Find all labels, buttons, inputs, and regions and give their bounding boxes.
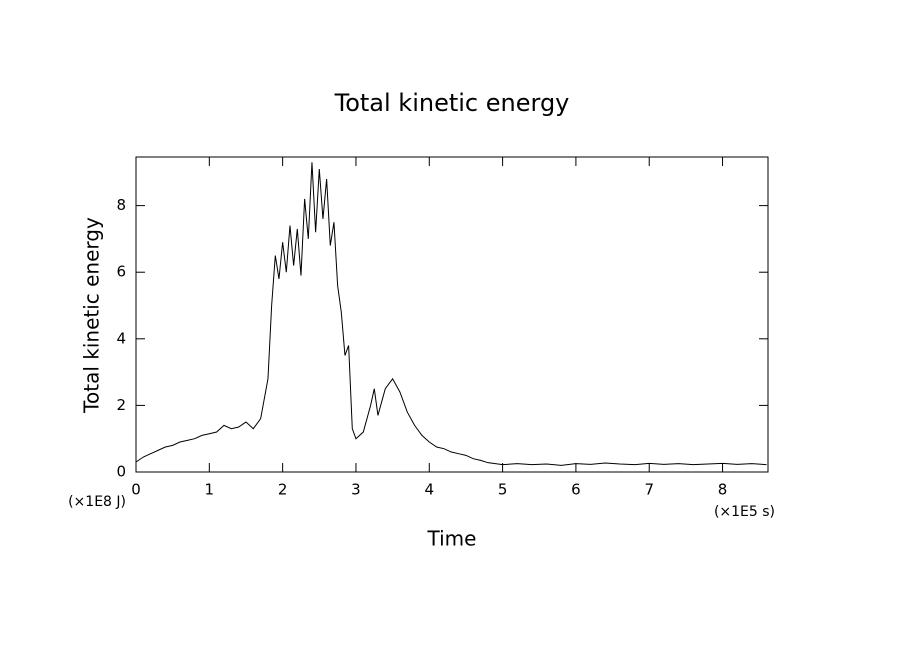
x-tick-label: 1	[205, 481, 215, 499]
x-tick-label: 5	[498, 481, 508, 499]
y-tick-label: 8	[116, 196, 126, 214]
plot-frame	[135, 156, 769, 473]
y-tick-label: 0	[116, 463, 126, 481]
x-tick-label: 0	[131, 481, 141, 499]
x-tick-label: 4	[424, 481, 434, 499]
x-tick-label: 8	[718, 481, 728, 499]
x-unit-label: (×1E5 s)	[714, 504, 775, 520]
y-axis-label: Total kinetic energy	[80, 217, 104, 414]
x-axis-label: Time	[427, 527, 477, 551]
y-tick-label: 2	[116, 396, 126, 414]
x-tick-label: 2	[278, 481, 288, 499]
chart-title: Total kinetic energy	[334, 89, 570, 117]
x-tick-label: 6	[571, 481, 581, 499]
x-tick-label: 3	[351, 481, 361, 499]
y-tick-label: 4	[116, 329, 126, 347]
data-line	[135, 162, 767, 466]
y-tick-label: 6	[116, 263, 126, 281]
y-unit-label: (×1E8 J)	[68, 494, 126, 510]
x-tick-label: 7	[644, 481, 654, 499]
